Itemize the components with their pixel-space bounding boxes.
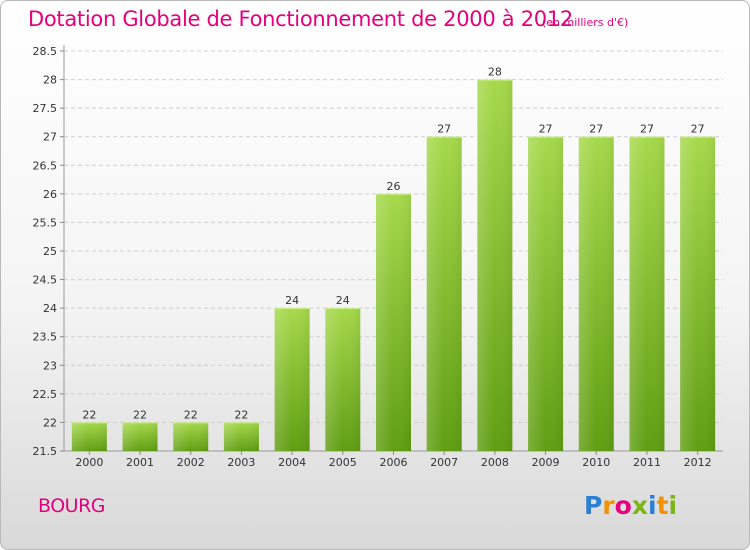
- y-tick-label: 22.5: [33, 388, 58, 401]
- logo-letter: P: [584, 491, 603, 520]
- commune-name: BOURG: [38, 495, 106, 517]
- y-tick-label: 28.5: [33, 45, 58, 58]
- bar-value-label: 27: [691, 123, 705, 136]
- bar-value-label: 28: [488, 66, 502, 79]
- bar-value-label: 24: [336, 294, 350, 307]
- bar-highlight: [223, 422, 259, 451]
- bar-highlight: [325, 308, 361, 451]
- x-tick-label: 2002: [177, 456, 205, 469]
- y-tick-label: 25.5: [33, 216, 58, 229]
- y-tick-label: 23: [43, 359, 57, 372]
- bar-highlight: [578, 136, 614, 451]
- bar-highlight: [629, 136, 665, 451]
- bar-value-label: 22: [133, 408, 147, 421]
- bar-value-label: 27: [539, 123, 553, 136]
- bar-highlight: [122, 422, 158, 451]
- bars: [71, 79, 716, 452]
- y-tick-label: 21.5: [33, 445, 58, 458]
- logo-letter: i: [648, 491, 657, 520]
- bar-highlight: [477, 79, 513, 452]
- chart-unit: (en milliers d'€): [542, 16, 629, 29]
- y-tick-label: 26.5: [33, 159, 58, 172]
- x-tick-label: 2006: [380, 456, 408, 469]
- y-tick-label: 25: [43, 245, 57, 258]
- y-tick-label: 28: [43, 74, 57, 87]
- x-tick-label: 2012: [684, 456, 712, 469]
- bar-highlight: [528, 136, 564, 451]
- logo-letter: x: [631, 491, 648, 520]
- x-tick-label: 2010: [582, 456, 610, 469]
- y-tick-label: 22: [43, 416, 57, 429]
- bar-value-label: 22: [82, 408, 96, 421]
- bar-value-label: 27: [437, 123, 451, 136]
- proxiti-logo[interactable]: Proxiti: [584, 491, 677, 520]
- bar-highlight: [71, 422, 107, 451]
- bar-highlight: [376, 193, 411, 451]
- bar-highlight: [274, 308, 310, 451]
- logo-letter: o: [614, 491, 632, 520]
- y-tick-label: 24.5: [33, 274, 58, 287]
- bar-value-label: 22: [184, 408, 198, 421]
- x-tick-label: 2011: [633, 456, 661, 469]
- bar-highlight: [680, 136, 716, 451]
- logo-letter: i: [668, 491, 678, 520]
- x-tick-label: 2005: [329, 456, 357, 469]
- bar-highlight: [426, 136, 462, 451]
- chart-title: Dotation Globale de Fonctionnement de 20…: [28, 7, 573, 31]
- x-tick-label: 2004: [278, 456, 306, 469]
- y-tick-label: 27.5: [33, 102, 58, 115]
- x-tick-label: 2003: [227, 456, 255, 469]
- y-tick-label: 26: [43, 188, 57, 201]
- logo-letter: r: [602, 491, 615, 520]
- bar-value-label: 24: [285, 294, 299, 307]
- x-tick-label: 2001: [126, 456, 154, 469]
- x-tick-label: 2007: [430, 456, 458, 469]
- logo-letter: t: [656, 491, 669, 520]
- y-tick-label: 24: [43, 302, 57, 315]
- x-tick-label: 2000: [75, 456, 103, 469]
- labels: 21.5 22 22.5 23 23.5 24 24.5 25 25.5 26 26.5 27 27.5…: [33, 45, 712, 469]
- bar-value-label: 27: [640, 123, 654, 136]
- x-tick-label: 2009: [532, 456, 560, 469]
- bar-highlight: [173, 422, 209, 451]
- y-tick-label: 23.5: [33, 331, 58, 344]
- bar-value-label: 22: [234, 408, 248, 421]
- y-tick-label: 27: [43, 131, 57, 144]
- x-tick-label: 2008: [481, 456, 509, 469]
- bar-value-label: 26: [387, 180, 401, 193]
- bar-value-label: 27: [589, 123, 603, 136]
